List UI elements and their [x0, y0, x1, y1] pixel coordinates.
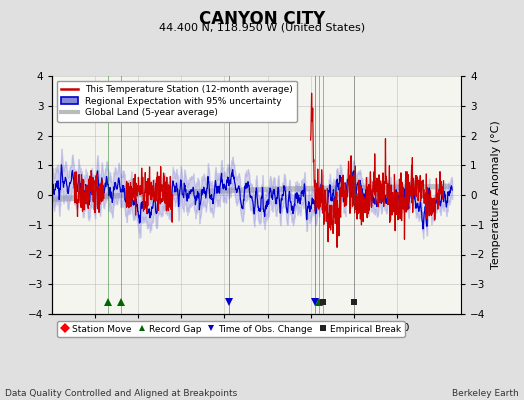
- Text: CANYON CITY: CANYON CITY: [199, 10, 325, 28]
- Y-axis label: Temperature Anomaly (°C): Temperature Anomaly (°C): [491, 121, 501, 269]
- Text: 44.400 N, 118.950 W (United States): 44.400 N, 118.950 W (United States): [159, 22, 365, 32]
- Legend: Station Move, Record Gap, Time of Obs. Change, Empirical Break: Station Move, Record Gap, Time of Obs. C…: [57, 321, 405, 337]
- Text: Berkeley Earth: Berkeley Earth: [452, 389, 519, 398]
- Text: Data Quality Controlled and Aligned at Breakpoints: Data Quality Controlled and Aligned at B…: [5, 389, 237, 398]
